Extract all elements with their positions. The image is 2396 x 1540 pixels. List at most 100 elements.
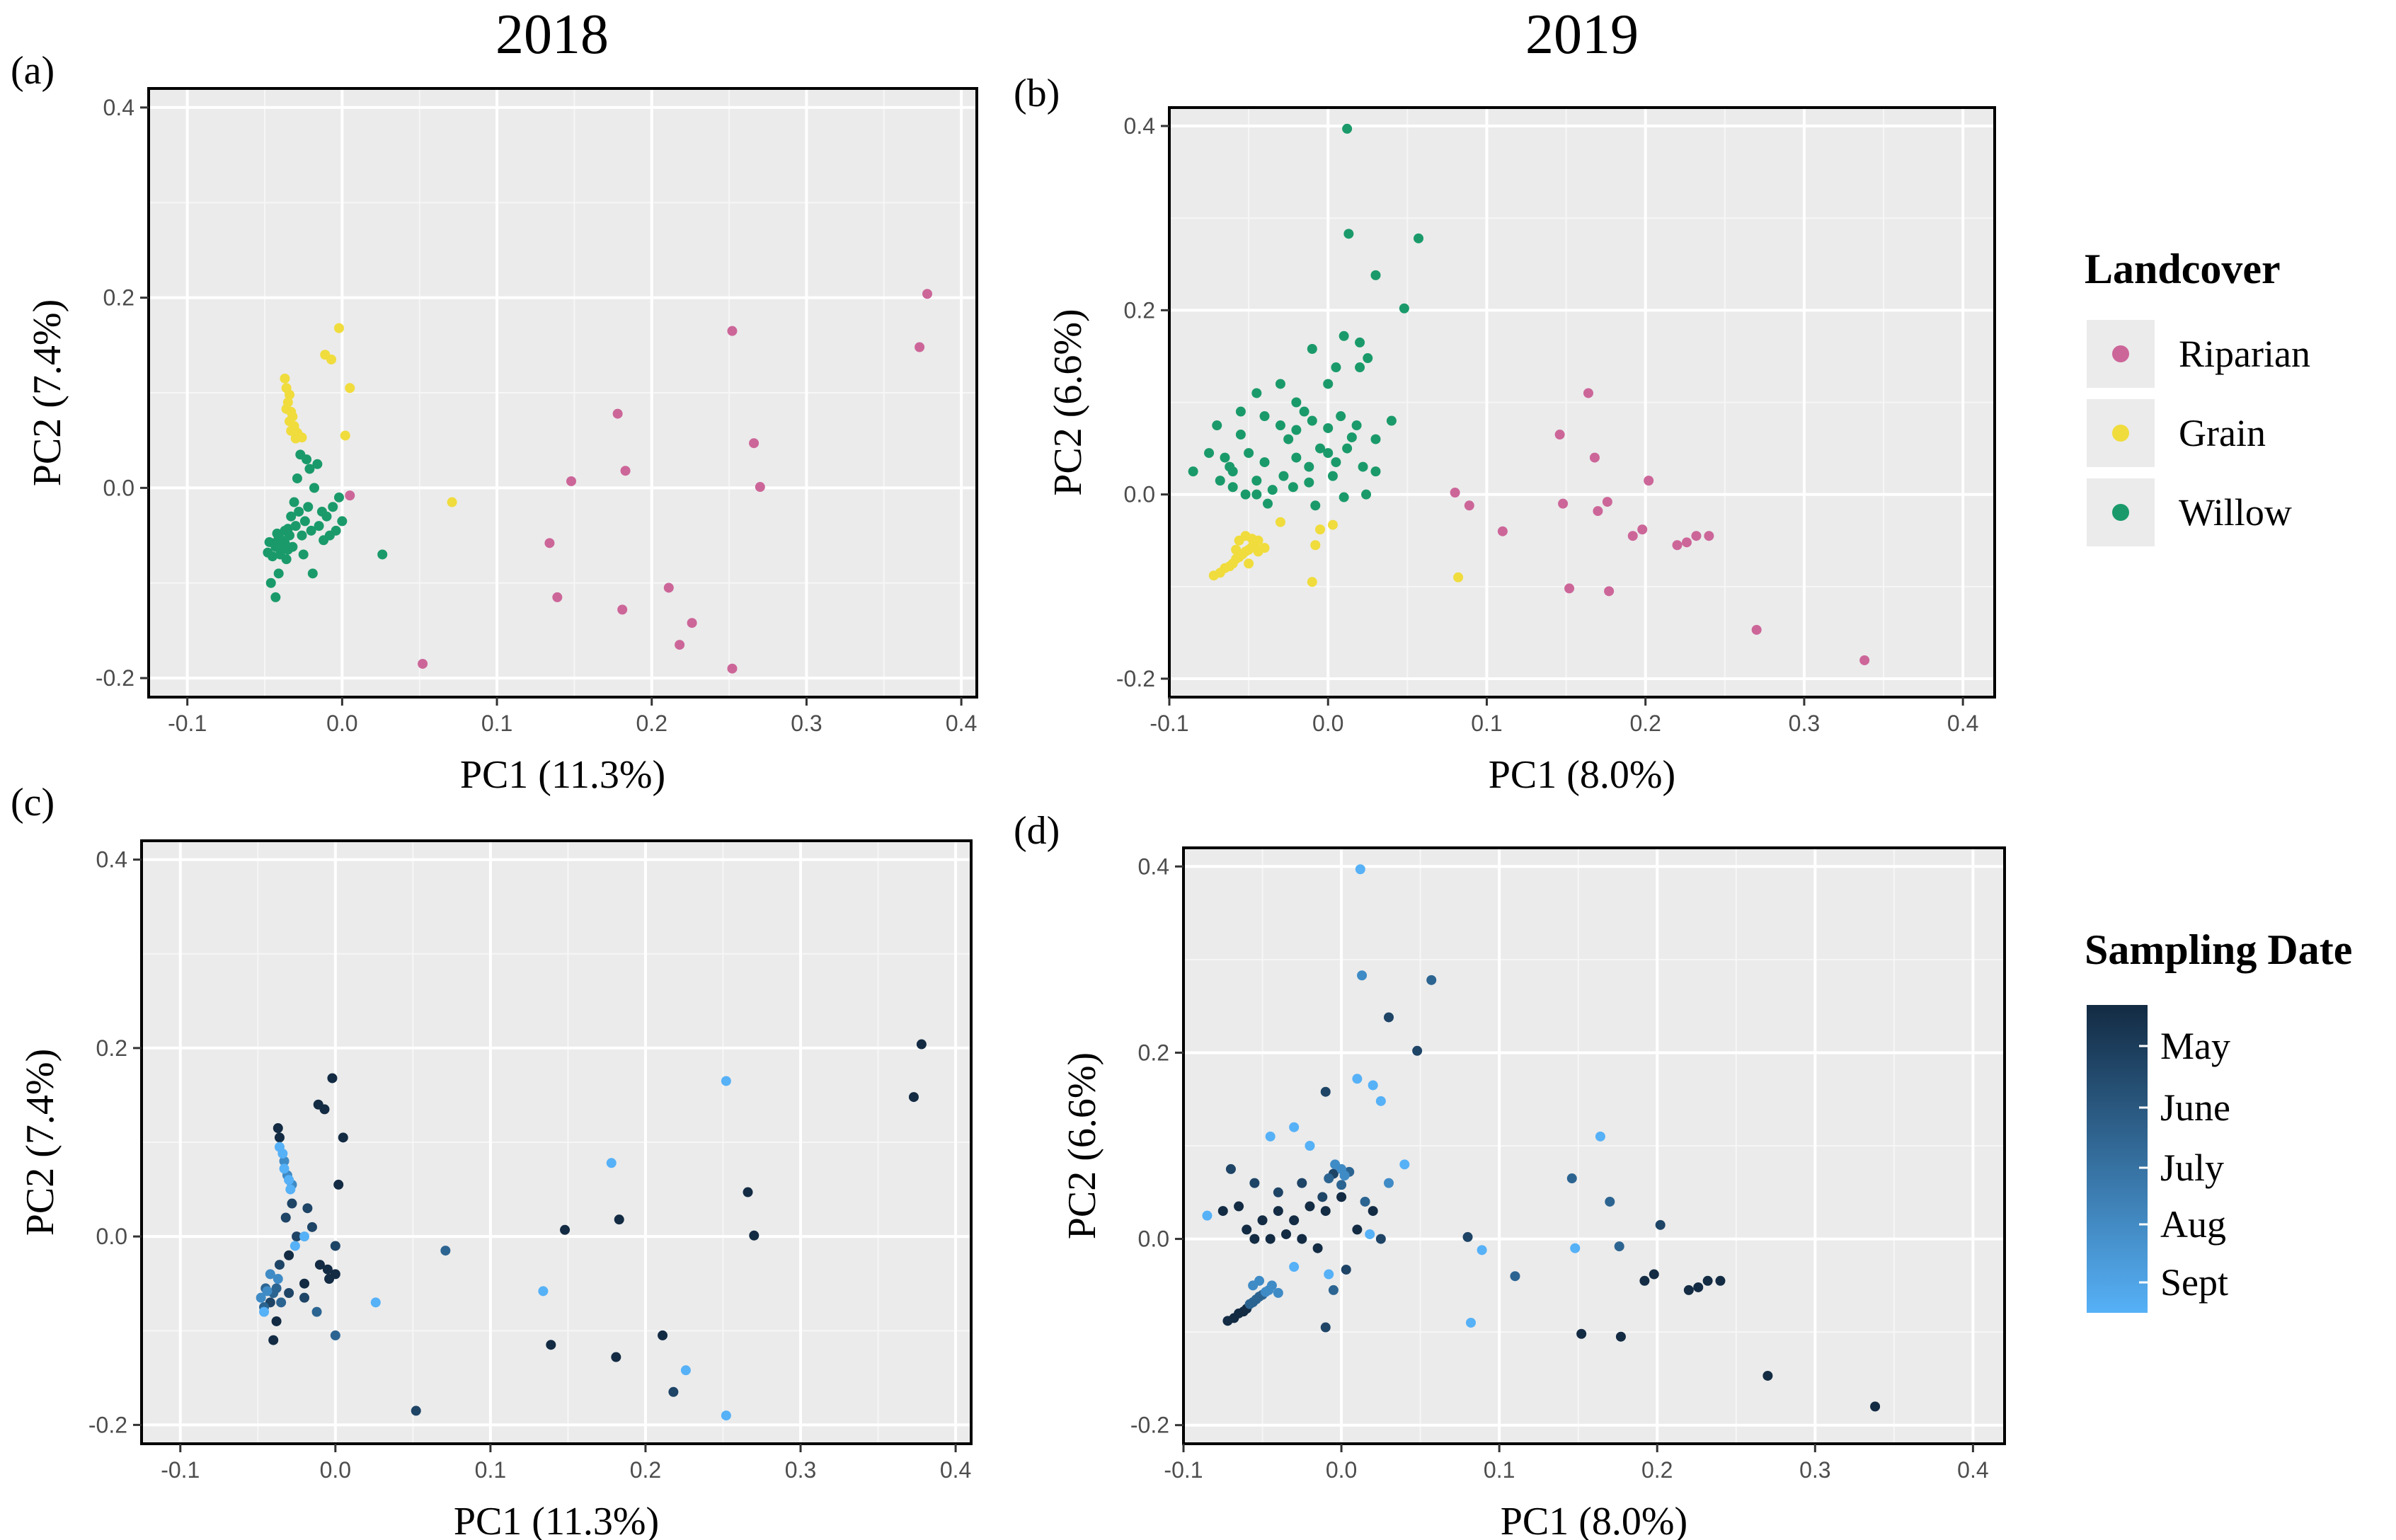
series-riparian	[1450, 388, 1870, 665]
data-point	[663, 582, 674, 593]
x-tick-label: 0.0	[320, 1457, 351, 1483]
data-point	[1215, 476, 1225, 486]
data-point	[1605, 1196, 1615, 1207]
data-point	[1358, 461, 1368, 472]
data-point	[280, 373, 290, 384]
data-point	[1355, 362, 1365, 373]
data-point	[1291, 425, 1302, 435]
data-point	[1399, 303, 1409, 314]
data-point	[333, 323, 344, 333]
data-point	[743, 1187, 753, 1197]
data-point	[1330, 1159, 1341, 1170]
data-point	[687, 618, 697, 628]
data-point	[287, 541, 298, 552]
data-point	[1564, 583, 1575, 594]
data-point	[1583, 388, 1593, 398]
data-point	[1637, 524, 1648, 535]
data-point	[314, 1260, 325, 1270]
data-point	[606, 1158, 617, 1168]
y-tick-label: -0.2	[1116, 666, 1155, 691]
x-tick-label: 0.2	[630, 1457, 661, 1483]
data-point	[1336, 411, 1346, 422]
data-point	[333, 492, 344, 502]
data-point	[345, 490, 355, 501]
data-point	[675, 640, 685, 650]
data-point	[1368, 1206, 1378, 1217]
data-point	[1323, 448, 1334, 459]
data-point	[273, 568, 284, 579]
scatter-panel-a: -0.1 0.0 0.1 0.2 0.3 0.4 -0.2 0.0 0.2 0.4 PC1 (11.…	[25, 87, 978, 797]
data-point	[284, 1175, 294, 1185]
data-point	[330, 1330, 340, 1340]
data-point	[668, 1386, 679, 1397]
data-point	[1246, 534, 1257, 544]
data-point	[611, 1352, 621, 1362]
data-point	[274, 1132, 285, 1143]
data-point	[1251, 476, 1262, 486]
data-point	[292, 1231, 302, 1242]
data-point	[1375, 1096, 1386, 1106]
data-point	[280, 538, 290, 548]
data-point	[1266, 1280, 1277, 1291]
data-point	[1426, 975, 1437, 985]
data-point	[1235, 406, 1246, 417]
data-point	[306, 1222, 317, 1232]
x-tick-label: 0.1	[1471, 711, 1502, 736]
data-point	[273, 1123, 283, 1134]
data-point	[299, 1292, 310, 1303]
y-axis-title: PC2 (7.4%)	[18, 1049, 62, 1236]
data-point	[1464, 500, 1474, 511]
data-point	[377, 549, 388, 560]
data-point	[1593, 506, 1603, 517]
data-point	[1363, 353, 1373, 364]
data-point	[1762, 1370, 1773, 1381]
x-tick-label: 0.4	[940, 1457, 971, 1483]
series-may	[268, 1039, 927, 1362]
data-point	[1691, 531, 1702, 541]
panel-letter-d: (d)	[1014, 809, 1060, 853]
data-point	[265, 1269, 275, 1280]
data-point	[1273, 1287, 1283, 1298]
x-axis-title: PC1 (8.0%)	[1501, 1500, 1687, 1540]
data-point	[302, 454, 312, 465]
data-point	[1412, 1045, 1423, 1056]
data-point	[1304, 477, 1314, 488]
data-point	[1259, 457, 1270, 468]
data-point	[552, 592, 563, 602]
data-point	[1450, 488, 1460, 498]
series-riparian	[345, 289, 933, 674]
x-tick-label: -0.1	[161, 1457, 200, 1483]
data-point	[328, 502, 338, 512]
data-point	[1327, 519, 1338, 530]
data-point	[340, 430, 350, 441]
data-point	[749, 438, 760, 449]
data-point	[617, 604, 628, 615]
data-point	[1414, 233, 1424, 243]
data-point	[1202, 1210, 1213, 1221]
y-tick-label: 0.2	[96, 1035, 127, 1061]
data-point	[1339, 492, 1349, 502]
data-point	[284, 1288, 294, 1298]
data-point	[324, 1274, 335, 1285]
data-point	[1602, 497, 1612, 507]
y-tick-label: 0.0	[1138, 1226, 1169, 1252]
plot-frame	[1168, 106, 1996, 699]
data-point	[1331, 362, 1341, 373]
data-point	[1672, 540, 1683, 551]
legend-label: Grain	[2179, 412, 2266, 454]
data-point	[1244, 448, 1254, 459]
series-june	[1225, 1012, 1666, 1333]
data-point	[1384, 1012, 1394, 1023]
data-point	[270, 592, 281, 602]
x-tick-label: 0.4	[1957, 1457, 1988, 1483]
data-point	[1234, 1201, 1244, 1212]
data-point	[299, 1231, 310, 1242]
data-point	[1278, 471, 1289, 481]
data-point	[1343, 229, 1354, 239]
data-point	[1323, 423, 1334, 433]
data-point	[755, 482, 765, 493]
data-point	[1283, 434, 1294, 444]
legend-label: Riparian	[2179, 333, 2310, 375]
data-point	[279, 1163, 290, 1174]
